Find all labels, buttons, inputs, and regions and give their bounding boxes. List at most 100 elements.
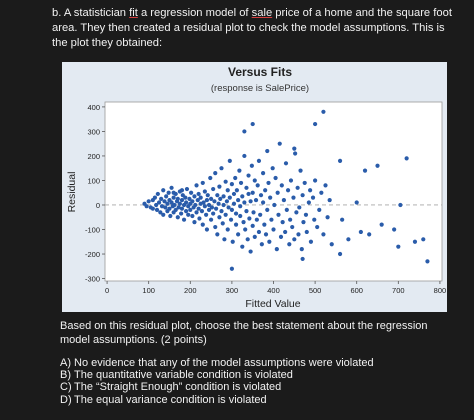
data-point bbox=[215, 232, 220, 237]
data-point bbox=[200, 222, 205, 227]
data-point bbox=[308, 188, 313, 193]
data-point bbox=[220, 221, 225, 226]
data-point bbox=[163, 205, 168, 210]
data-point bbox=[246, 173, 251, 178]
data-point bbox=[161, 188, 166, 193]
data-point bbox=[425, 259, 430, 264]
data-point bbox=[312, 217, 317, 222]
y-tick-label: 0 bbox=[96, 201, 100, 210]
data-point bbox=[196, 206, 201, 211]
residual-plot-panel: Versus Fits (response is SalePrice) -300… bbox=[62, 62, 447, 312]
data-point bbox=[236, 197, 241, 203]
data-point bbox=[231, 191, 237, 197]
data-point bbox=[274, 247, 279, 252]
data-point bbox=[260, 171, 266, 176]
option-letter: C) bbox=[60, 381, 72, 394]
data-point bbox=[187, 196, 192, 201]
y-tick-label: 300 bbox=[87, 127, 100, 136]
option-text: The equal variance condition is violated bbox=[74, 393, 267, 406]
data-point bbox=[240, 194, 245, 199]
data-point bbox=[294, 210, 299, 215]
data-point bbox=[247, 216, 252, 221]
option-b[interactable]: B) The quantitative variable condition is… bbox=[60, 369, 374, 381]
data-point bbox=[192, 220, 197, 225]
data-point bbox=[229, 182, 234, 187]
data-point bbox=[236, 232, 241, 237]
option-text: The quantitative variable condition is v… bbox=[74, 369, 293, 382]
data-point bbox=[193, 202, 198, 208]
data-point bbox=[256, 229, 262, 235]
chart-subtitle: (response is SalePrice) bbox=[211, 83, 309, 94]
data-point bbox=[179, 188, 185, 193]
data-point bbox=[171, 195, 176, 200]
data-point bbox=[152, 195, 158, 200]
data-point bbox=[218, 196, 223, 201]
data-point bbox=[199, 209, 205, 214]
x-tick-label: 0 bbox=[105, 286, 109, 295]
data-point bbox=[204, 197, 210, 203]
data-point bbox=[278, 234, 284, 239]
data-point bbox=[238, 204, 243, 209]
data-point bbox=[244, 185, 249, 190]
data-point bbox=[208, 217, 214, 222]
question-label: b. bbox=[52, 7, 62, 19]
data-point bbox=[306, 200, 311, 205]
data-point bbox=[154, 207, 160, 212]
data-point bbox=[404, 156, 409, 161]
option-c[interactable]: C) The “Straight Enough” condition is vio… bbox=[60, 381, 374, 393]
data-point bbox=[238, 213, 243, 219]
data-point bbox=[166, 190, 171, 195]
data-point bbox=[164, 194, 169, 199]
data-point bbox=[240, 244, 245, 249]
data-point bbox=[224, 199, 230, 204]
data-point bbox=[171, 190, 176, 195]
data-point bbox=[244, 209, 249, 214]
data-point bbox=[271, 227, 276, 232]
data-point bbox=[242, 200, 247, 205]
x-axis-label: Fitted Value bbox=[245, 298, 300, 310]
data-point bbox=[293, 151, 298, 156]
data-point bbox=[162, 199, 167, 204]
data-point bbox=[159, 196, 164, 201]
data-point bbox=[319, 190, 324, 195]
question-intro: b. A statistician fit a regression model… bbox=[52, 6, 452, 51]
data-point bbox=[155, 191, 160, 197]
data-point bbox=[325, 215, 330, 220]
data-point bbox=[297, 205, 302, 210]
data-point bbox=[375, 163, 380, 168]
data-point bbox=[340, 217, 345, 222]
data-point bbox=[292, 237, 297, 242]
data-point bbox=[173, 207, 178, 212]
data-point bbox=[398, 202, 403, 208]
data-point bbox=[186, 212, 191, 217]
x-tick-label: 500 bbox=[309, 286, 322, 295]
data-point bbox=[208, 175, 213, 181]
data-point bbox=[243, 227, 248, 232]
data-point bbox=[216, 201, 221, 206]
data-point bbox=[213, 206, 219, 211]
data-point bbox=[258, 212, 263, 217]
data-point bbox=[223, 179, 228, 184]
data-point bbox=[159, 204, 165, 209]
data-point bbox=[337, 251, 343, 257]
x-tick-label: 700 bbox=[392, 286, 405, 295]
option-letter: A) bbox=[60, 357, 71, 369]
data-point bbox=[268, 195, 273, 200]
data-point bbox=[183, 195, 188, 200]
data-point bbox=[298, 168, 303, 173]
data-point bbox=[227, 158, 232, 163]
question-prompt: Based on this residual plot, choose the … bbox=[60, 320, 428, 346]
option-a[interactable]: A) No evidence that any of the model assu… bbox=[60, 357, 374, 369]
data-point bbox=[285, 188, 291, 193]
data-point bbox=[221, 202, 226, 208]
data-point bbox=[253, 197, 259, 203]
data-point bbox=[194, 210, 199, 215]
data-point bbox=[265, 148, 270, 154]
data-point bbox=[313, 121, 318, 127]
data-point bbox=[291, 195, 296, 200]
option-d[interactable]: D) The equal variance condition is violat… bbox=[60, 394, 374, 406]
data-point bbox=[167, 206, 172, 211]
data-point bbox=[175, 196, 180, 201]
data-point bbox=[228, 217, 234, 222]
data-point bbox=[273, 175, 278, 181]
